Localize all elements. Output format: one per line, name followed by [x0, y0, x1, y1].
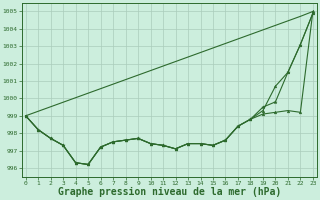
X-axis label: Graphe pression niveau de la mer (hPa): Graphe pression niveau de la mer (hPa): [58, 187, 281, 197]
